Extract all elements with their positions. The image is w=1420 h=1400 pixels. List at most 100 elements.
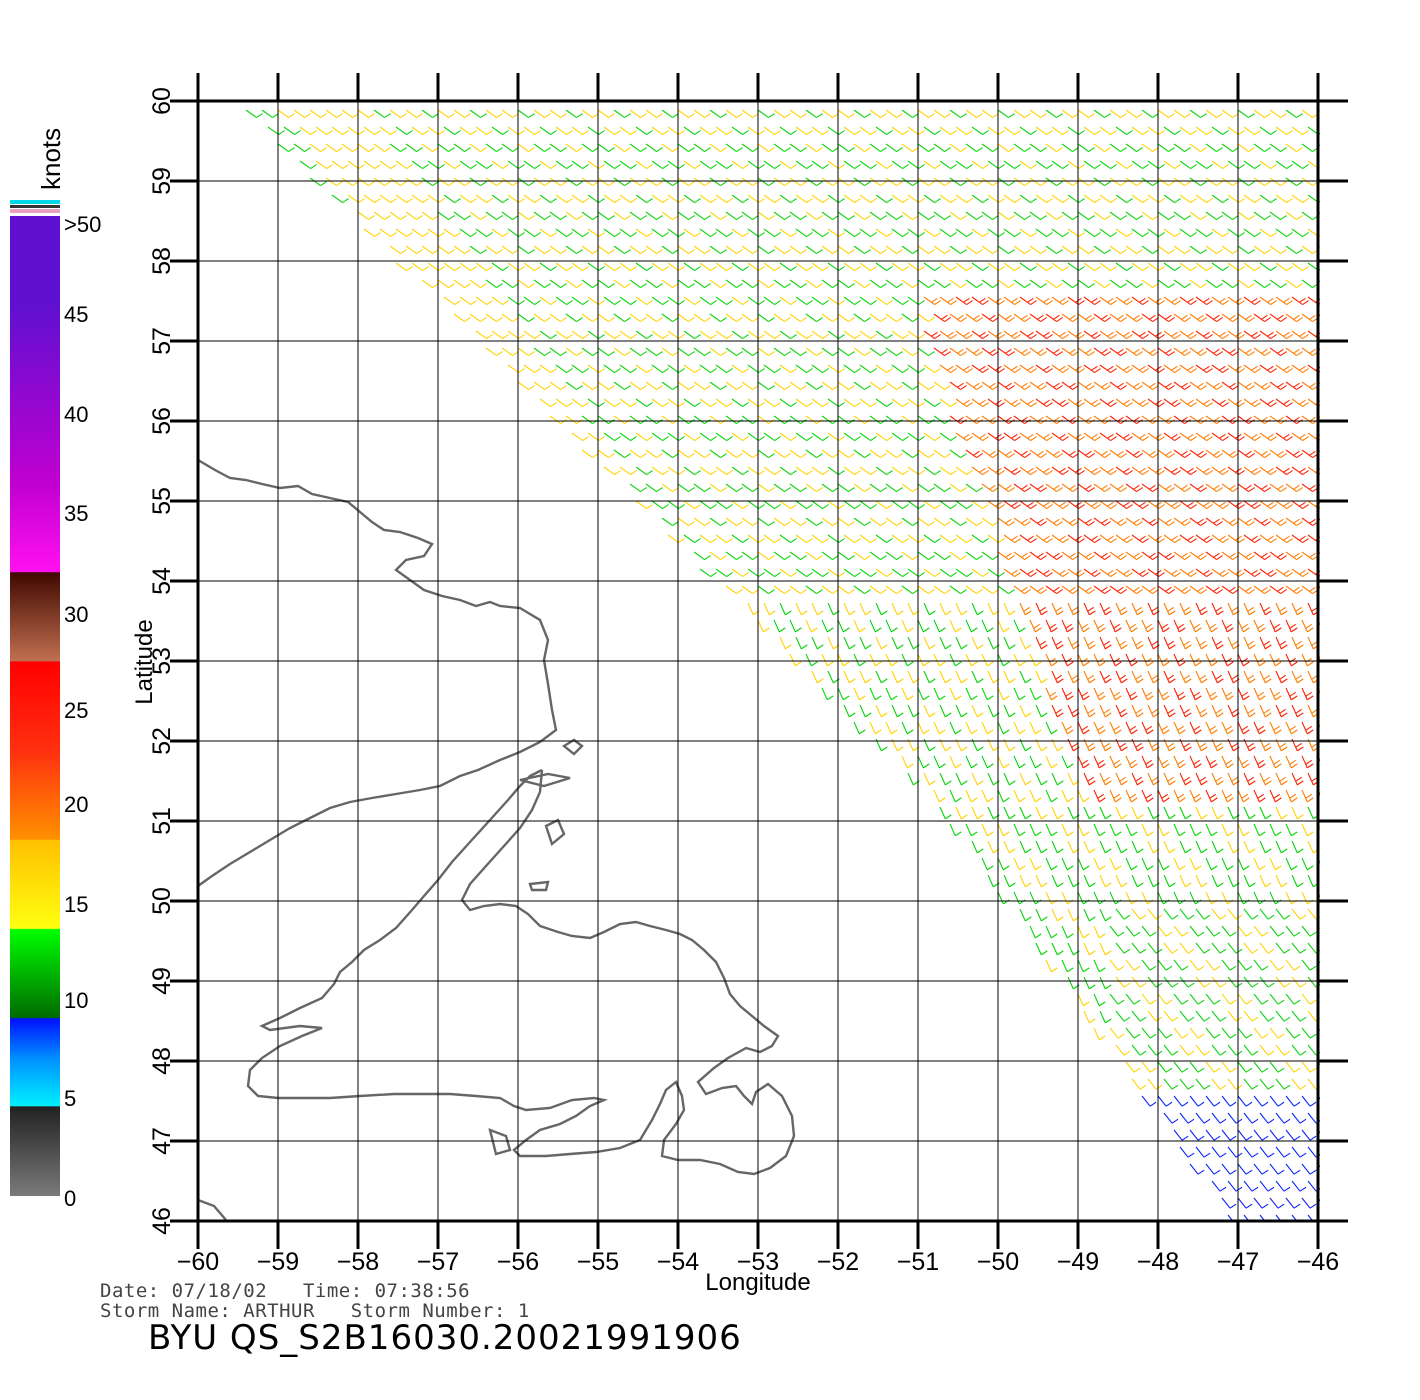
wind-barb-flag: [1184, 113, 1191, 119]
wind-barb-flag: [1094, 572, 1101, 578]
wind-barb: [955, 636, 962, 650]
wind-barb-flag: [1105, 746, 1112, 752]
wind-barb-flag: [1094, 436, 1101, 442]
wind-barb: [795, 296, 807, 306]
wind-barb: [1301, 653, 1308, 667]
wind-barb: [1275, 976, 1285, 988]
wind-barb-flag: [1089, 780, 1096, 786]
wind-barb: [661, 245, 673, 255]
wind-barb: [805, 313, 817, 323]
wind-barb-flag: [1229, 314, 1236, 320]
wind-barb-flag: [758, 538, 765, 544]
wind-barb-flag: [928, 113, 935, 119]
wind-barb-flag: [774, 538, 781, 544]
wind-barb-flag: [1051, 865, 1058, 871]
wind-barb: [933, 381, 945, 391]
wind-barb-flag: [854, 130, 861, 136]
wind-barb: [709, 177, 721, 187]
wind-barb: [859, 228, 871, 238]
wind-barb: [1067, 806, 1074, 820]
wind-barb: [539, 364, 551, 374]
wind-barb: [1115, 704, 1122, 718]
wind-barb: [1035, 398, 1047, 408]
wind-barb: [805, 177, 817, 187]
wind-barb-flag: [1110, 334, 1117, 340]
wind-barb-flag: [1129, 793, 1137, 799]
wind-barb-flag: [774, 232, 781, 238]
wind-barb-flag: [1219, 914, 1227, 920]
wind-barb-flag: [1142, 402, 1149, 408]
wind-barb: [843, 126, 855, 136]
wind-barb: [677, 347, 689, 357]
wind-barb: [555, 398, 567, 408]
wind-barb: [1125, 381, 1137, 391]
wind-barb: [619, 228, 631, 238]
wind-barb: [1205, 313, 1217, 323]
wind-barb: [629, 449, 641, 459]
wind-barb-flag: [1083, 831, 1090, 837]
wind-barb-flag: [1238, 470, 1245, 476]
wind-barb-flag: [1174, 402, 1181, 408]
wind-barb-flag: [1184, 283, 1191, 289]
wind-barb: [1035, 364, 1047, 374]
wind-barb-flag: [790, 300, 797, 306]
wind-barb: [789, 279, 801, 289]
wind-barb-flag: [1227, 661, 1234, 667]
wind-barb: [997, 143, 1009, 153]
wind-barb: [981, 585, 993, 595]
wind-barb: [693, 177, 705, 187]
wind-barb-flag: [806, 130, 813, 136]
wind-barb: [667, 160, 679, 170]
wind-barb-flag: [534, 368, 541, 374]
wind-barb-flag: [1126, 266, 1133, 272]
wind-barb-flag: [1181, 552, 1188, 558]
wind-barb: [517, 347, 529, 357]
wind-barb: [1163, 1010, 1173, 1022]
wind-barb-flag: [880, 521, 887, 527]
wind-barb: [1243, 704, 1250, 718]
wind-barb: [587, 398, 599, 408]
wind-barb: [859, 330, 871, 340]
wind-barb-flag: [1158, 198, 1165, 204]
wind-barb: [1221, 721, 1228, 735]
wind-barb: [629, 245, 641, 255]
wind-barb-flag: [624, 317, 631, 323]
wind-barb-flag: [1254, 130, 1261, 136]
wind-barb: [1125, 313, 1137, 323]
wind-barb: [1301, 517, 1313, 527]
wind-barb: [715, 160, 727, 170]
wind-barb: [629, 279, 641, 289]
wind-barb-flag: [1177, 623, 1185, 629]
wind-barb-flag: [720, 385, 727, 391]
wind-barb-flag: [1119, 674, 1127, 680]
wind-barb-flag: [1248, 215, 1255, 221]
wind-barb-flag: [1283, 535, 1290, 541]
wind-barb-flag: [1229, 450, 1236, 456]
wind-barb: [1259, 670, 1266, 684]
wind-barb-flag: [1163, 661, 1170, 667]
wind-barb-flag: [854, 164, 861, 170]
wind-barb-flag: [1325, 553, 1331, 557]
wind-barb-flag: [1211, 729, 1218, 735]
wind-barb-flag: [907, 695, 914, 701]
wind-barb-flag: [1149, 999, 1157, 1005]
wind-barb-flag: [961, 712, 968, 718]
wind-barb-flag: [1136, 487, 1143, 493]
wind-barb-flag: [822, 266, 829, 272]
wind-barb: [603, 466, 615, 476]
wind-barb: [1003, 806, 1010, 820]
wind-barb: [709, 347, 721, 357]
wind-barb-flag: [598, 436, 605, 442]
wind-barb-flag: [1213, 382, 1220, 388]
wind-barb-flag: [896, 249, 903, 255]
wind-barb: [923, 262, 935, 272]
wind-barb: [1205, 415, 1217, 425]
wind-barb-flag: [736, 351, 743, 357]
wind-barb-flag: [1165, 586, 1172, 592]
wind-barb-flag: [1200, 249, 1207, 255]
wind-barb: [613, 449, 625, 459]
wind-barb-flag: [1215, 708, 1223, 714]
wind-barb: [1147, 398, 1159, 408]
wind-barb-flag: [1169, 780, 1176, 786]
wind-barb: [459, 228, 471, 238]
